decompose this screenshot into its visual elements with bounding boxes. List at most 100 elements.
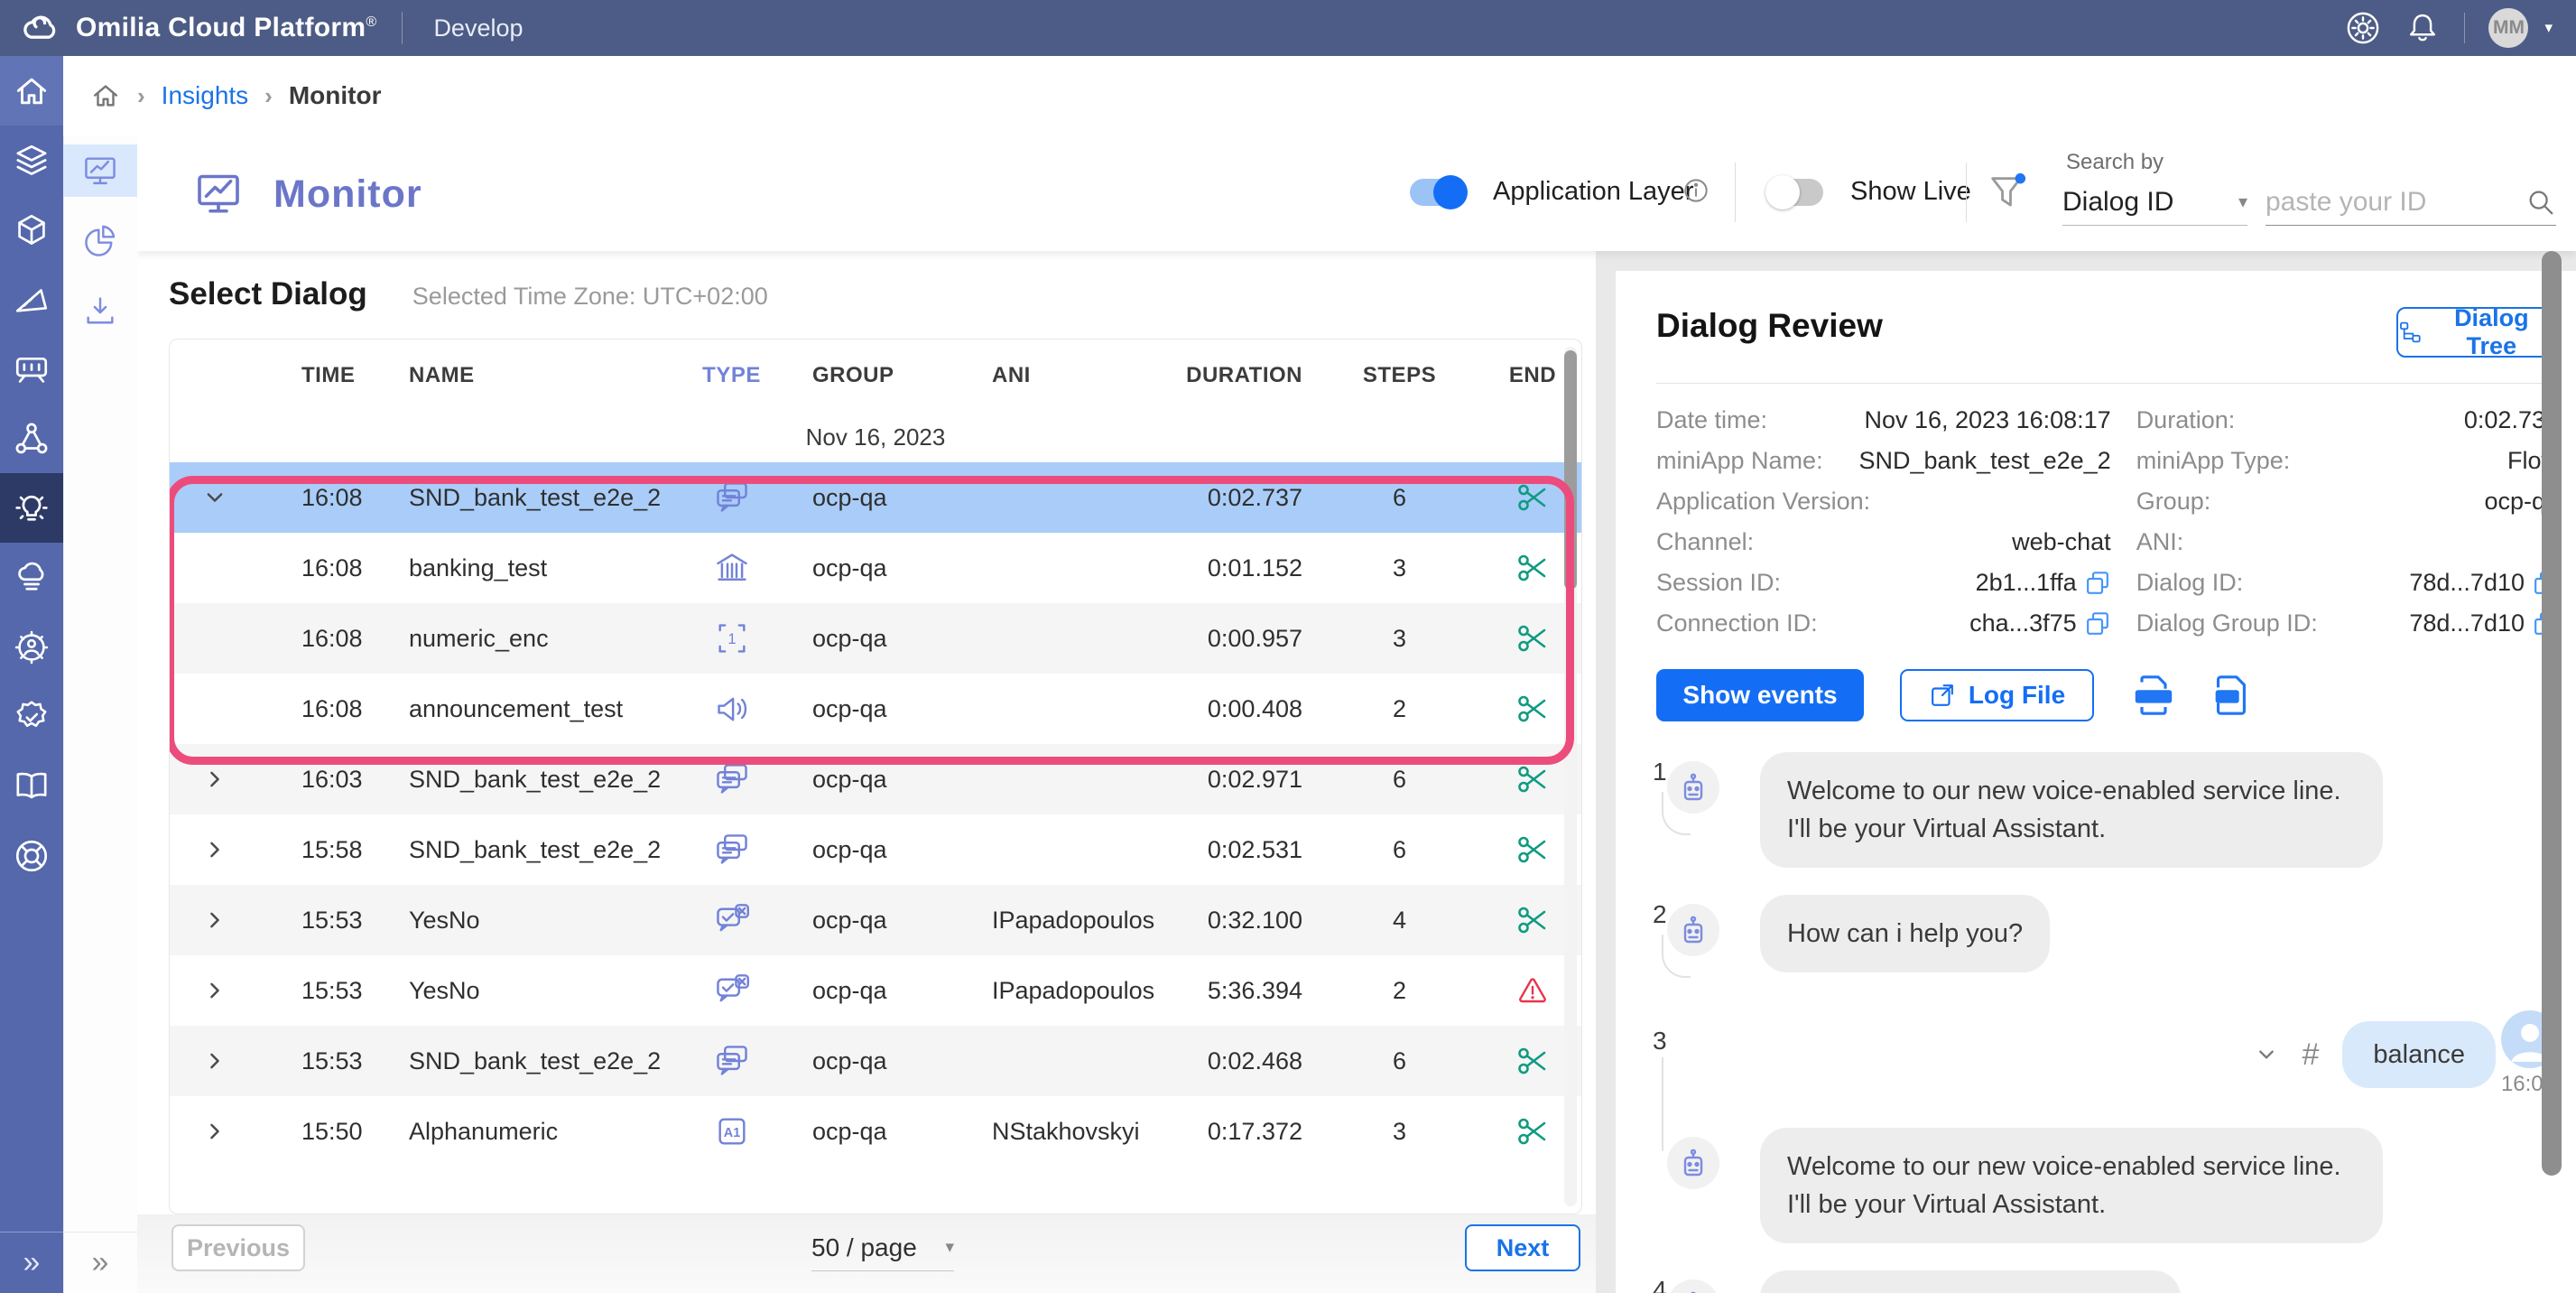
table-row[interactable]: 16:08 SND_bank_test_e2e_2 ocp-qa 0:02.73…	[170, 462, 1581, 533]
detail-label: Date time:	[1656, 406, 1767, 434]
sidebar-item-insights[interactable]	[0, 473, 63, 543]
type-numeric-icon: 1	[693, 620, 770, 656]
previous-page-button[interactable]: Previous	[171, 1224, 305, 1271]
sidebar-item-monitor[interactable]	[63, 144, 137, 197]
detail-value: 78d...7d10	[2409, 569, 2525, 597]
chat-message-bot: 2 How can i help you?	[1656, 895, 2559, 981]
filter-funnel-icon[interactable]	[1986, 172, 2027, 213]
chat-message-bot: 4 Please tell me your information.	[1656, 1270, 2559, 1293]
expand-row-right-icon[interactable]	[170, 835, 260, 864]
settings-icon[interactable]	[2345, 10, 2381, 46]
detail-label: ANI:	[2136, 528, 2184, 556]
notifications-bell-icon[interactable]	[2405, 10, 2441, 46]
search-icon[interactable]	[2525, 187, 2556, 218]
avatar-caret-icon[interactable]: ▾	[2544, 19, 2553, 37]
expand-row-right-icon[interactable]	[170, 976, 260, 1005]
cell-group: ocp-qa	[770, 836, 973, 864]
sidebar-item-modules[interactable]	[0, 195, 63, 265]
expand-row-down-icon[interactable]	[170, 483, 260, 512]
expand-row-right-icon[interactable]	[170, 1046, 260, 1075]
page-size-select[interactable]: 50 / page ▾	[811, 1224, 954, 1271]
sidebar-item-ruler[interactable]	[0, 265, 63, 334]
dialog-table: TIMENAMETYPEGROUPANIDURATIONSTEPSEND Nov…	[169, 339, 1582, 1214]
detail-label: Session ID:	[1656, 569, 1781, 597]
svg-text:RTF: RTF	[2218, 692, 2237, 702]
topbar-divider	[402, 12, 403, 44]
table-row[interactable]: 16:08 announcement_test ocp-qa 0:00.408 …	[170, 674, 1581, 744]
sidebar-item-reports-pie[interactable]	[63, 215, 137, 267]
breadcrumb-link-insights[interactable]: Insights	[162, 81, 249, 110]
detail-row: Application Version: Group: ocp-qa	[1656, 481, 2559, 522]
table-row[interactable]: 15:50 Alphanumeric A1 ocp-qa NStakhovsky…	[170, 1096, 1581, 1167]
column-header-end[interactable]: END	[1496, 363, 1569, 388]
detail-value: 78d...7d10	[2409, 609, 2525, 637]
copy-icon[interactable]	[2084, 610, 2111, 637]
sidebar-item-quality[interactable]	[0, 682, 63, 751]
chevron-right-icon	[200, 976, 229, 1005]
column-header-time[interactable]: TIME	[260, 363, 395, 388]
chat-message-bot: Welcome to our new voice-enabled service…	[1656, 1128, 2559, 1243]
expand-row-right-icon[interactable]	[170, 765, 260, 794]
table-row[interactable]: 15:53 SND_bank_test_e2e_2 ocp-qa 0:02.46…	[170, 1026, 1581, 1096]
next-page-button[interactable]: Next	[1465, 1224, 1580, 1271]
column-header-name[interactable]: NAME	[395, 363, 693, 388]
pagination: Previous 50 / page ▾ Next	[137, 1214, 1596, 1293]
column-header-group[interactable]: GROUP	[770, 363, 973, 388]
cell-name: Alphanumeric	[395, 1118, 693, 1146]
sidebar-item-cloud-services[interactable]	[0, 543, 63, 612]
column-header-type[interactable]: TYPE	[693, 363, 770, 388]
download-json-icon[interactable]: JSON	[2130, 672, 2177, 719]
date-separator: Nov 16, 2023	[170, 412, 1581, 462]
sidebar-item-admin[interactable]	[0, 612, 63, 682]
breadcrumb-separator: ›	[264, 82, 273, 110]
detail-label: Channel:	[1656, 528, 1754, 556]
sidebar-item-docs[interactable]	[0, 751, 63, 821]
download-rtf-icon[interactable]: RTF	[2208, 672, 2255, 719]
sidebar-item-conversation[interactable]	[0, 334, 63, 404]
search-type-value: Dialog ID	[2062, 187, 2173, 218]
table-row[interactable]: 16:03 SND_bank_test_e2e_2 ocp-qa 0:02.97…	[170, 744, 1581, 814]
hash-icon[interactable]: #	[2302, 1037, 2319, 1073]
column-header-steps[interactable]: STEPS	[1302, 363, 1496, 388]
dialog-review-scrollbar-thumb[interactable]	[2542, 251, 2562, 1176]
user-bubble: balance	[2342, 1021, 2496, 1088]
table-row[interactable]: 15:53 YesNo ocp-qa IPapadopoulos 5:36.39…	[170, 955, 1581, 1026]
table-row[interactable]: 15:53 YesNo ocp-qa IPapadopoulos 0:32.10…	[170, 885, 1581, 955]
search-type-select[interactable]: Dialog ID ▾	[2062, 179, 2247, 226]
show-events-button[interactable]: Show events	[1656, 669, 1864, 721]
bot-bubble: Please tell me your information.	[1760, 1270, 2181, 1293]
table-header-row: TIMENAMETYPEGROUPANIDURATIONSTEPSEND	[170, 340, 1581, 412]
sidebar-item-export-download[interactable]	[63, 285, 137, 338]
copy-icon[interactable]	[2084, 570, 2111, 597]
collapse-secondary-sidebar-icon[interactable]: »	[63, 1232, 137, 1293]
monitor-title-icon	[194, 170, 243, 219]
search-id-input[interactable]	[2266, 187, 2509, 218]
log-file-button[interactable]: Log File	[1900, 669, 2094, 721]
collapse-primary-sidebar-icon[interactable]: »	[0, 1232, 63, 1293]
detail-row: Channel: web-chat ANI:	[1656, 522, 2559, 563]
table-row[interactable]: 15:58 SND_bank_test_e2e_2 ocp-qa 0:02.53…	[170, 814, 1581, 885]
application-layer-label: Application Layer	[1493, 177, 1693, 207]
column-header-ani[interactable]: ANI	[973, 363, 1163, 388]
table-row[interactable]: 16:08 numeric_enc 1 ocp-qa 0:00.957 3	[170, 603, 1581, 674]
column-header-duration[interactable]: DURATION	[1163, 363, 1302, 388]
show-live-toggle[interactable]	[1767, 179, 1823, 206]
bot-bubble: How can i help you?	[1760, 895, 2050, 972]
sidebar-item-layers[interactable]	[0, 126, 63, 195]
sidebar-item-home[interactable]	[0, 56, 63, 126]
dialog-tree-button[interactable]: Dialog Tree	[2396, 307, 2552, 358]
application-layer-toggle[interactable]	[1410, 179, 1466, 206]
sidebar-item-network[interactable]	[0, 404, 63, 473]
expand-row-right-icon[interactable]	[170, 1117, 260, 1146]
cell-steps: 6	[1302, 836, 1496, 864]
table-scrollbar-thumb[interactable]	[1564, 350, 1577, 590]
expand-row-right-icon[interactable]	[170, 906, 260, 935]
user-avatar[interactable]: MM	[2488, 8, 2528, 48]
collapse-chevron-icon[interactable]	[2253, 1041, 2280, 1068]
sidebar-item-support[interactable]	[0, 821, 63, 890]
cell-duration: 0:02.531	[1163, 836, 1302, 864]
home-icon[interactable]	[90, 80, 121, 111]
info-icon[interactable]	[1682, 177, 1710, 204]
cell-name: SND_bank_test_e2e_2	[395, 766, 693, 794]
table-row[interactable]: 16:08 banking_test ocp-qa 0:01.152 3	[170, 533, 1581, 603]
